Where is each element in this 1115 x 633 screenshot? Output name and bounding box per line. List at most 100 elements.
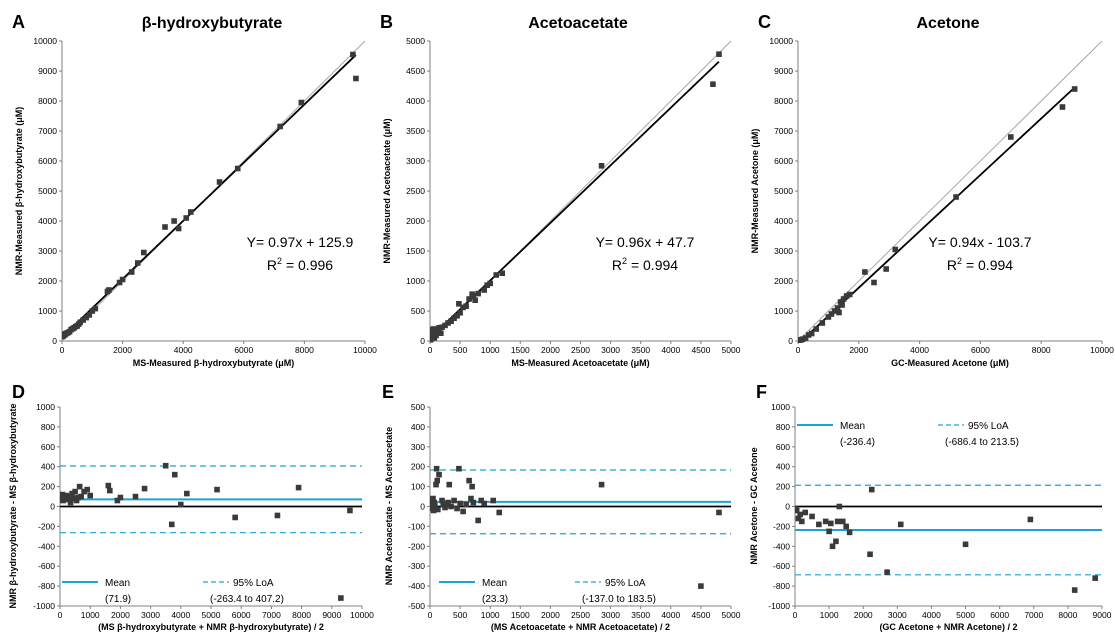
data-point [76, 483, 83, 490]
panel-label: D [12, 382, 25, 402]
y-tick-label: 1000 [36, 402, 55, 412]
data-point [883, 266, 889, 272]
data-point [463, 303, 469, 309]
data-point [162, 462, 169, 469]
data-point [802, 509, 809, 516]
data-point [892, 246, 899, 253]
data-point [114, 497, 121, 504]
x-tick-label: 0 [60, 345, 65, 355]
y-tick-label: 800 [776, 422, 790, 432]
data-point [867, 551, 873, 558]
data-point [436, 325, 442, 331]
data-point [808, 330, 815, 337]
y-tick-label: 500 [411, 402, 425, 412]
data-point [183, 215, 190, 221]
x-tick-label: 8000 [295, 345, 314, 355]
x-tick-label: 6000 [234, 345, 253, 355]
data-point [1008, 134, 1014, 140]
data-point [795, 515, 802, 522]
data-point [493, 272, 500, 278]
data-point [795, 507, 800, 514]
y-tick-label: -200 [38, 521, 55, 531]
identity-line [798, 40, 1102, 342]
legend-loa-label: 95% LoA [605, 578, 646, 589]
r-squared: R2 = 0.994 [947, 256, 1013, 273]
x-tick-label: 4500 [691, 345, 710, 355]
r-squared: R2 = 0.996 [267, 256, 333, 273]
data-point [1027, 516, 1034, 523]
data-point [434, 477, 441, 484]
legend: Mean (71.9) 95% LoA (-263.4 to 407.2) [62, 578, 284, 605]
x-tick-label: 4000 [910, 345, 929, 355]
y-tick-label: 1000 [774, 306, 793, 316]
data-point [70, 495, 77, 502]
y-tick-label: 4000 [38, 216, 57, 226]
superscript: 2 [622, 256, 627, 266]
data-point [446, 481, 453, 488]
x-tick-label: 4500 [691, 610, 710, 620]
x-tick-label: 1500 [511, 610, 530, 620]
x-axis-label: MS-Measured β-hydroxybutyrate (μM) [133, 358, 295, 368]
data-point [63, 492, 69, 499]
data-point [797, 511, 803, 518]
data-point [128, 269, 135, 275]
data-point [171, 471, 178, 478]
y-tick-label: 400 [411, 422, 425, 432]
data-point [445, 320, 451, 326]
r-squared: R2 = 0.994 [612, 256, 678, 273]
y-tick-label: 2000 [406, 216, 425, 226]
y-tick-label: 2000 [774, 276, 793, 286]
y-tick-label: -100 [408, 521, 425, 531]
plot-area [62, 40, 365, 342]
data-point [457, 500, 463, 507]
data-point [64, 496, 71, 503]
x-tick-label: 1000 [481, 610, 500, 620]
y-tick-label: -800 [38, 581, 55, 591]
data-point [466, 477, 472, 484]
y-tick-label: 6000 [38, 156, 57, 166]
data-point [470, 293, 477, 299]
y-tick-label: 0 [420, 502, 425, 512]
data-point [132, 493, 139, 500]
data-point [840, 296, 847, 302]
data-point [710, 81, 716, 87]
panel-f: F -1000 -800 -600 -400 -200 0 200 400 600 800 1000 0… [749, 382, 1112, 632]
y-tick-label: -400 [408, 581, 425, 591]
data-point [436, 471, 442, 478]
x-tick-label: 4000 [661, 345, 680, 355]
legend-loa-value: (-686.4 to 213.5) [945, 437, 1019, 448]
x-tick-label: 7000 [1024, 610, 1043, 620]
r-symbol: R [612, 257, 622, 273]
legend: Mean (-236.4) 95% LoA (-686.4 to 213.5) [797, 421, 1019, 448]
regression-line [62, 54, 357, 338]
data-point [274, 512, 281, 519]
data-point [438, 330, 444, 336]
data-point [819, 320, 826, 326]
legend: Mean (23.3) 95% LoA (-137.0 to 183.5) [439, 578, 656, 605]
x-tick-label: 0 [58, 610, 63, 620]
legend-mean-value: (-236.4) [840, 437, 875, 448]
data-point [799, 518, 805, 525]
regression-equation: Y= 0.94x - 103.7 [928, 234, 1031, 250]
panel-b: B Acetoacetate050010001500200025003000350… [380, 12, 741, 368]
data-point [846, 529, 853, 536]
data-point [83, 314, 90, 321]
y-tick-label: 1000 [38, 306, 57, 316]
data-point [66, 493, 72, 500]
data-point [298, 99, 305, 106]
data-point [178, 501, 184, 508]
y-tick-label: -1000 [768, 601, 790, 611]
plot-area [430, 40, 731, 343]
data-point [862, 269, 868, 275]
data-point [871, 279, 877, 286]
data-point [295, 484, 302, 491]
x-tick-label: 3500 [631, 610, 650, 620]
data-point [846, 291, 853, 298]
data-point [80, 317, 87, 323]
data-point [1071, 587, 1078, 593]
data-point [277, 123, 283, 130]
x-tick-label: 2500 [571, 345, 590, 355]
legend-mean-label: Mean [840, 421, 865, 432]
x-tick-label: 3500 [631, 345, 650, 355]
data-point [168, 521, 175, 528]
